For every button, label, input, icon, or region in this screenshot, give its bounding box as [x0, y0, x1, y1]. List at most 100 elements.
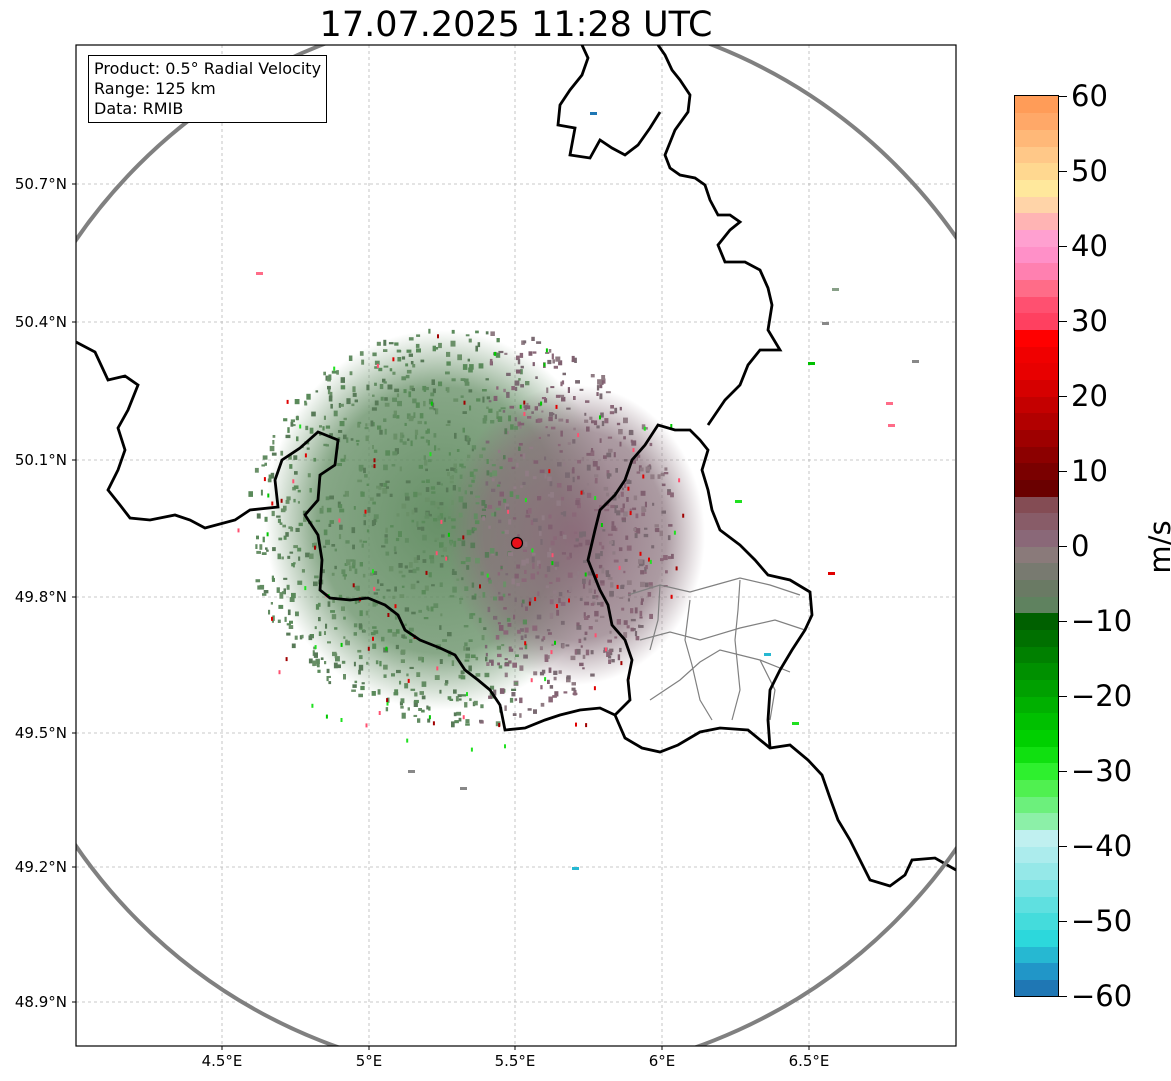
- echo-pixel: [325, 623, 328, 629]
- echo-pixel: [287, 427, 290, 433]
- echo-pixel: [400, 432, 404, 439]
- echo-pixel: [464, 659, 470, 662]
- echo-pixel: [394, 388, 400, 393]
- echo-pixel: [596, 385, 600, 391]
- echo-pixel: [385, 551, 390, 556]
- echo-pixel: [293, 498, 296, 503]
- echo-pixel: [671, 553, 674, 559]
- echo-pixel: [531, 336, 535, 341]
- echo-pixel: [583, 560, 587, 563]
- echo-pixel: [491, 512, 495, 517]
- info-data-source: Data: RMIB: [94, 99, 184, 118]
- echo-pixel: [518, 443, 523, 446]
- echo-pixel: [458, 698, 462, 701]
- echo-pixel: [379, 660, 382, 667]
- echo-pixel-accent: [278, 670, 281, 675]
- echo-pixel: [588, 626, 593, 630]
- echo-pixel: [337, 664, 341, 669]
- echo-pixel: [357, 599, 361, 603]
- echo-pixel: [444, 683, 448, 686]
- echo-pixel: [497, 662, 500, 666]
- echo-pixel: [268, 474, 272, 480]
- echo-pixel: [501, 644, 505, 647]
- echo-pixel: [443, 517, 446, 522]
- colorbar-segment: [1015, 662, 1058, 680]
- echo-pixel-accent: [373, 458, 376, 463]
- echo-pixel: [326, 507, 332, 513]
- echo-pixel: [354, 586, 358, 590]
- echo-pixel: [280, 508, 286, 513]
- echo-pixel: [468, 484, 473, 488]
- echo-pixel: [504, 529, 509, 535]
- echo-pixel: [438, 342, 442, 349]
- colorbar-segment: [1015, 346, 1058, 364]
- echo-pixel: [382, 488, 388, 494]
- echo-pixel-accent: [372, 636, 374, 641]
- echo-pixel: [385, 707, 389, 712]
- echo-pixel: [424, 459, 428, 466]
- echo-pixel: [352, 684, 357, 688]
- echo-pixel-accent: [678, 478, 681, 483]
- echo-pixel-accent: [367, 646, 370, 651]
- echo-pixel: [423, 389, 427, 392]
- echo-pixel: [610, 582, 614, 588]
- echo-pixel: [360, 685, 365, 691]
- echo-pixel-accent: [333, 366, 336, 371]
- echo-pixel: [506, 617, 511, 622]
- echo-pixel: [623, 459, 628, 462]
- echo-pixel: [624, 482, 627, 488]
- echo-pixel: [328, 675, 331, 678]
- echo-pixel: [433, 518, 438, 522]
- echo-pixel: [313, 542, 317, 549]
- colorbar-segment: [1015, 462, 1058, 480]
- echo-pixel: [402, 441, 407, 445]
- colorbar-tick-label: 20: [1071, 379, 1108, 413]
- echo-pixel: [387, 384, 393, 390]
- echo-pixel: [547, 359, 552, 365]
- echo-pixel: [665, 570, 668, 574]
- echo-pixel: [614, 505, 618, 508]
- echo-pixel: [516, 462, 519, 468]
- echo-pixel: [554, 567, 557, 570]
- echo-pixel: [309, 427, 314, 434]
- echo-pixel: [596, 466, 600, 471]
- echo-pixel: [437, 506, 440, 510]
- echo-pixel: [461, 694, 467, 697]
- echo-pixel: [457, 538, 462, 541]
- echo-pixel: [464, 490, 467, 495]
- echo-pixel: [579, 531, 583, 538]
- echo-pixel-isolated: [408, 770, 415, 773]
- echo-pixel: [600, 583, 605, 586]
- echo-pixel: [403, 389, 407, 394]
- echo-pixel: [453, 540, 457, 547]
- echo-pixel: [458, 512, 463, 518]
- echo-pixel: [619, 647, 622, 653]
- echo-pixel: [464, 642, 468, 647]
- echo-pixel-accent: [599, 415, 601, 420]
- echo-pixel: [365, 423, 368, 427]
- echo-pixel: [522, 481, 526, 485]
- echo-pixel: [629, 429, 633, 433]
- echo-pixel: [453, 463, 457, 469]
- echo-pixel: [411, 509, 415, 515]
- echo-pixel: [484, 644, 488, 649]
- echo-pixel: [474, 520, 480, 525]
- echo-pixel: [475, 502, 480, 505]
- echo-pixel: [593, 420, 598, 426]
- echo-pixel: [526, 509, 529, 514]
- echo-pixel: [460, 395, 464, 398]
- echo-pixel-accent: [462, 715, 465, 720]
- echo-pixel: [550, 386, 555, 389]
- echo-pixel: [323, 415, 326, 420]
- echo-pixel: [491, 478, 495, 482]
- echo-pixel: [408, 569, 414, 573]
- echo-pixel: [404, 422, 407, 426]
- echo-pixel: [640, 601, 643, 605]
- echo-pixel: [401, 712, 406, 719]
- echo-pixel: [430, 500, 436, 506]
- echo-pixel: [590, 602, 595, 606]
- echo-pixel: [425, 430, 428, 434]
- echo-pixel-accent: [266, 532, 269, 537]
- echo-pixel: [389, 368, 393, 372]
- colorbar-segment: [1015, 612, 1058, 630]
